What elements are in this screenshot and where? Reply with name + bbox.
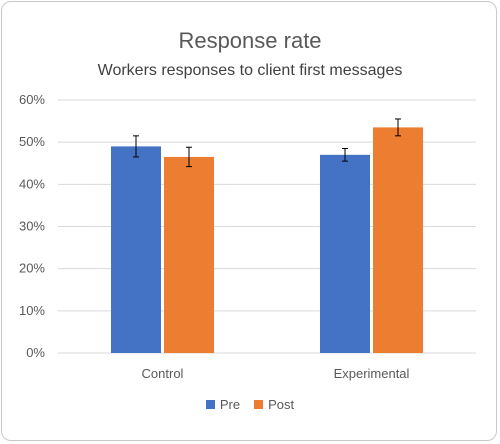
y-tick-label: 0% <box>26 345 45 360</box>
x-tick-label: Control <box>142 366 184 381</box>
bar-post <box>373 127 423 354</box>
legend-label-post: Post <box>268 397 295 412</box>
legend-item-post: Post <box>254 397 294 412</box>
bar-pre <box>111 146 161 353</box>
chart-title: Response rate <box>178 28 322 53</box>
legend: Pre Post <box>0 397 500 412</box>
y-tick-label: 60% <box>19 92 45 107</box>
y-tick-label: 10% <box>19 303 45 318</box>
bar-post <box>164 156 214 353</box>
legend-label-pre: Pre <box>219 397 241 412</box>
legend-item-pre: Pre <box>205 397 241 412</box>
y-tick-label: 40% <box>19 176 45 191</box>
legend-swatch-post <box>254 400 264 409</box>
chart-subtitle: Workers responses to client first messag… <box>97 62 403 79</box>
y-tick-label: 50% <box>19 134 45 149</box>
bar-pre <box>320 154 370 353</box>
y-tick-label: 20% <box>19 261 45 276</box>
y-tick-label: 30% <box>19 219 45 234</box>
x-tick-label: Experimental <box>334 366 410 381</box>
legend-swatch-pre <box>205 400 215 409</box>
